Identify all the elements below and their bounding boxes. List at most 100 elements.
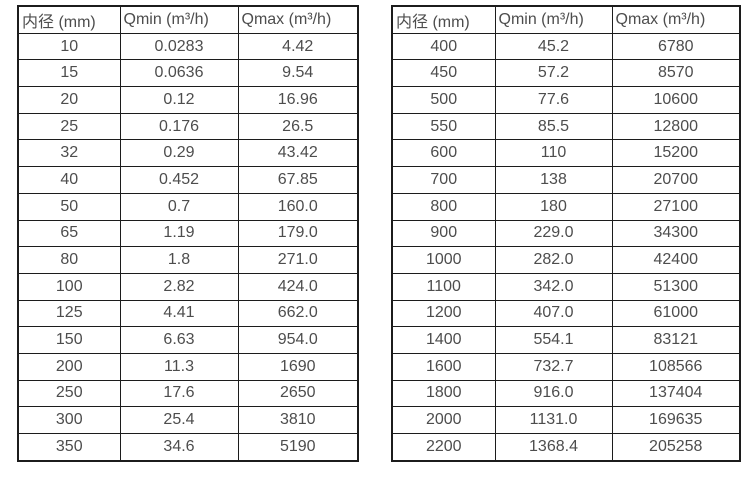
table-row: 1100 342.0 51300: [391, 272, 741, 301]
table-cell: 1.8: [119, 246, 239, 274]
table-cell: 27100: [611, 192, 741, 221]
table-cell: 424.0: [237, 272, 359, 301]
table-cell: 32: [17, 139, 121, 168]
table-cell: 342.0: [494, 272, 613, 301]
table-cell: 700: [391, 166, 496, 194]
table-cell: 0.7: [119, 192, 239, 221]
column-header: Qmax (m³/h): [611, 5, 741, 34]
table-cell: 400: [391, 32, 496, 61]
table-cell: 83121: [611, 326, 741, 354]
table-row: 65 1.19 179.0: [17, 219, 359, 248]
table-cell: 916.0: [494, 379, 613, 408]
table-cell: 125: [17, 299, 121, 328]
table-cell: 662.0: [237, 299, 359, 328]
table-row: 32 0.29 43.42: [17, 139, 359, 168]
table-row: 25 0.176 26.5: [17, 112, 359, 141]
table-cell: 16.96: [237, 86, 359, 114]
table-row: 15 0.0636 9.54: [17, 59, 359, 88]
table-cell: 25: [17, 112, 121, 141]
table-cell: 100: [17, 272, 121, 301]
table-cell: 205258: [611, 432, 741, 462]
table-cell: 137404: [611, 379, 741, 408]
table-cell: 51300: [611, 272, 741, 301]
table-cell: 85.5: [494, 112, 613, 141]
table-cell: 65: [17, 219, 121, 248]
table-row: 500 77.6 10600: [391, 86, 741, 114]
table-cell: 15: [17, 59, 121, 88]
table-cell: 10: [17, 32, 121, 61]
column-header: Qmin (m³/h): [494, 5, 613, 34]
table-cell: 26.5: [237, 112, 359, 141]
column-header: Qmin (m³/h): [119, 5, 239, 34]
table-cell: 15200: [611, 139, 741, 168]
table-row: 400 45.2 6780: [391, 32, 741, 61]
table-cell: 200: [17, 352, 121, 381]
table-row: 1000 282.0 42400: [391, 246, 741, 274]
table-row: 20 0.12 16.96: [17, 86, 359, 114]
table-row: 2200 1368.4 205258: [391, 432, 741, 462]
table-cell: 954.0: [237, 326, 359, 354]
table-cell: 550: [391, 112, 496, 141]
table-cell: 1368.4: [494, 432, 613, 462]
table-cell: 350: [17, 432, 121, 462]
table-cell: 1690: [237, 352, 359, 381]
table-cell: 11.3: [119, 352, 239, 381]
table-cell: 179.0: [237, 219, 359, 248]
table-row: 100 2.82 424.0: [17, 272, 359, 301]
table-cell: 9.54: [237, 59, 359, 88]
table-cell: 108566: [611, 352, 741, 381]
table-cell: 2200: [391, 432, 496, 462]
column-header: 内径 (mm): [17, 5, 121, 34]
table-cell: 45.2: [494, 32, 613, 61]
column-header: 内径 (mm): [391, 5, 496, 34]
table-cell: 1100: [391, 272, 496, 301]
spec-table-small-diameters: 内径 (mm) Qmin (m³/h) Qmax (m³/h) 10 0.0283 4.4…: [17, 5, 359, 462]
header-row: 内径 (mm) Qmin (m³/h) Qmax (m³/h): [391, 5, 741, 34]
table-cell: 300: [17, 406, 121, 434]
table-cell: 2650: [237, 379, 359, 408]
table-cell: 0.0636: [119, 59, 239, 88]
table-cell: 4.42: [237, 32, 359, 61]
table-cell: 1800: [391, 379, 496, 408]
table-cell: 57.2: [494, 59, 613, 88]
table-cell: 1600: [391, 352, 496, 381]
table-cell: 1131.0: [494, 406, 613, 434]
table-cell: 2.82: [119, 272, 239, 301]
table-cell: 169635: [611, 406, 741, 434]
table-cell: 1400: [391, 326, 496, 354]
table-cell: 67.85: [237, 166, 359, 194]
table-row: 50 0.7 160.0: [17, 192, 359, 221]
table-cell: 50: [17, 192, 121, 221]
table-cell: 42400: [611, 246, 741, 274]
table-cell: 3810: [237, 406, 359, 434]
table-row: 600 110 15200: [391, 139, 741, 168]
table-cell: 732.7: [494, 352, 613, 381]
table-row: 1800 916.0 137404: [391, 379, 741, 408]
table-row: 40 0.452 67.85: [17, 166, 359, 194]
table-row: 10 0.0283 4.42: [17, 32, 359, 61]
table-row: 1600 732.7 108566: [391, 352, 741, 381]
column-header: Qmax (m³/h): [237, 5, 359, 34]
table-cell: 61000: [611, 299, 741, 328]
table-cell: 6.63: [119, 326, 239, 354]
table-row: 200 11.3 1690: [17, 352, 359, 381]
table-cell: 407.0: [494, 299, 613, 328]
table-cell: 250: [17, 379, 121, 408]
table-cell: 0.29: [119, 139, 239, 168]
table-cell: 229.0: [494, 219, 613, 248]
table-cell: 2000: [391, 406, 496, 434]
table-cell: 160.0: [237, 192, 359, 221]
table-row: 2000 1131.0 169635: [391, 406, 741, 434]
table-row: 125 4.41 662.0: [17, 299, 359, 328]
table-cell: 600: [391, 139, 496, 168]
table-cell: 271.0: [237, 246, 359, 274]
table-cell: 0.12: [119, 86, 239, 114]
table-cell: 180: [494, 192, 613, 221]
table-row: 250 17.6 2650: [17, 379, 359, 408]
table-cell: 0.0283: [119, 32, 239, 61]
table-row: 350 34.6 5190: [17, 432, 359, 462]
table-cell: 500: [391, 86, 496, 114]
table-cell: 4.41: [119, 299, 239, 328]
table-cell: 554.1: [494, 326, 613, 354]
table-cell: 800: [391, 192, 496, 221]
